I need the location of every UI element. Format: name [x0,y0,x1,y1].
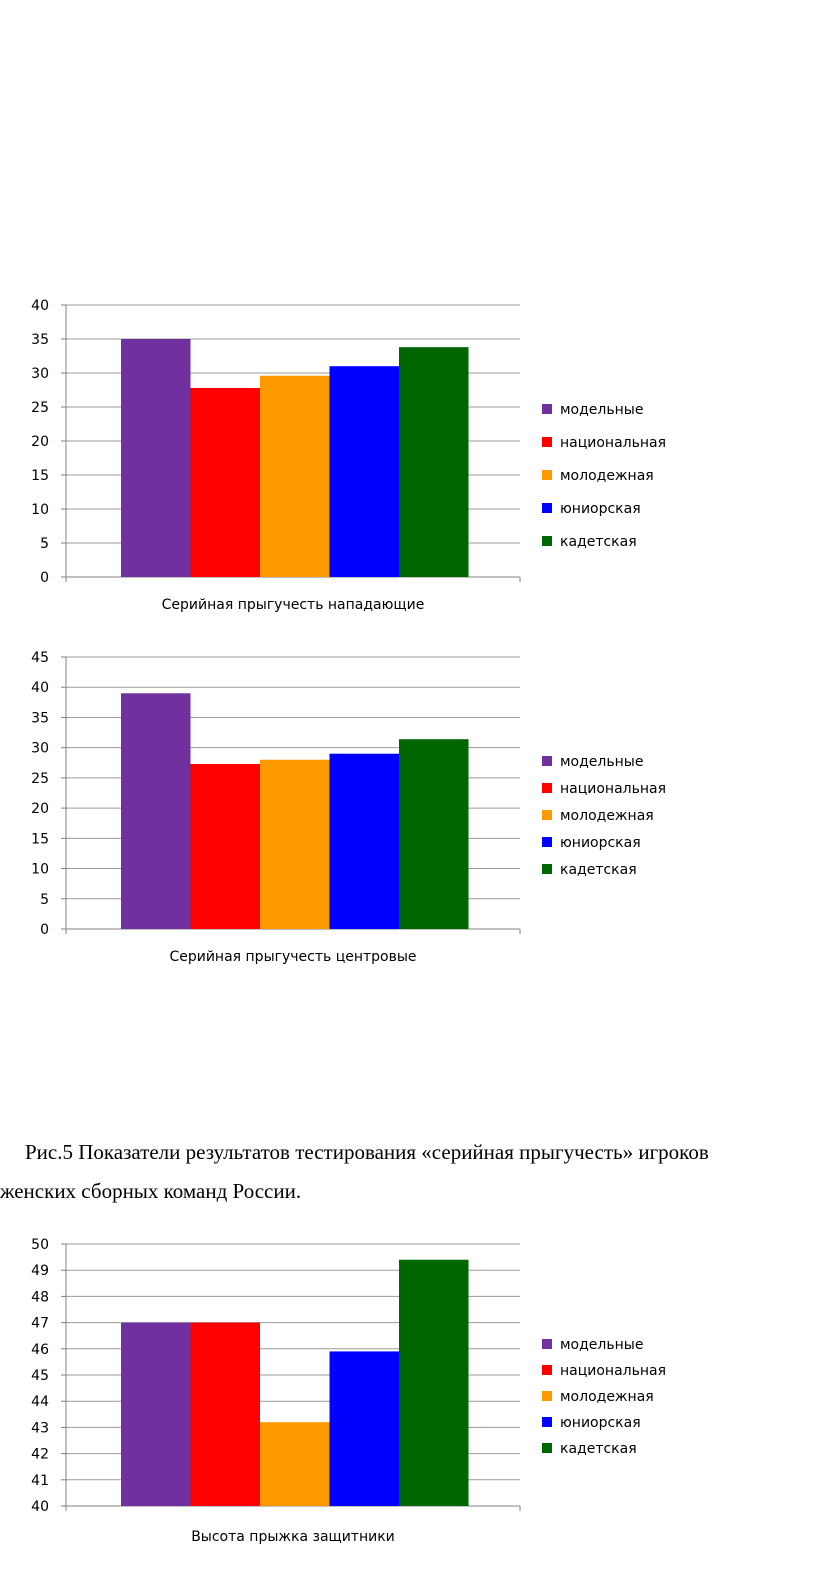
defenders-ytick-label: 47 [31,1316,49,1332]
centers-ytick-label: 25 [31,771,49,787]
defenders-legend-swatch [542,1391,552,1401]
defenders-bar-5 [399,1259,469,1506]
defenders-bar-4 [329,1351,399,1506]
centers-legend-swatch [542,756,552,766]
caption-line-1: Рис.5 Показатели результатов тестировани… [25,1140,709,1164]
defenders-ytick-label: 42 [31,1447,49,1463]
attackers-legend-label: юниорская [560,501,641,517]
centers-legend-swatch [542,864,552,874]
centers-ytick-label: 30 [31,741,49,757]
chart-attackers-svg: 0 5 10 15 20 25 30 35 40 Серийная прыгучесть напа… [31,298,666,613]
centers-ytick-label: 40 [31,680,49,696]
centers-ytick-label: 45 [31,650,49,666]
caption-line-2: женских сборных команд России. [0,1179,302,1203]
defenders-legend-swatch [542,1365,552,1375]
defenders-ytick-label: 43 [31,1420,49,1436]
centers-bar-5 [399,739,469,929]
centers-ytick-label: 5 [40,892,49,908]
attackers-legend-swatch [542,503,552,513]
attackers-legend-label: кадетская [560,534,637,550]
attackers-legend-swatch [542,536,552,546]
attackers-legend-label: модельные [560,402,643,418]
attackers-legend-swatch [542,404,552,414]
defenders-legend-label: юниорская [560,1415,641,1431]
attackers-bar-1 [121,339,191,577]
centers-ytick-label: 35 [31,710,49,726]
attackers-ytick-label: 0 [40,570,49,586]
centers-legend-label: национальная [560,781,666,797]
centers-x-axis-label: Серийная прыгучесть центровые [169,949,416,965]
defenders-ytick-label: 45 [31,1368,49,1384]
defenders-legend-swatch [542,1339,552,1349]
centers-legend-label: модельные [560,754,643,770]
attackers-legend-label: молодежная [560,468,654,484]
centers-bar-4 [329,753,399,929]
centers-legend-swatch [542,837,552,847]
defenders-legend-label: кадетская [560,1441,637,1457]
attackers-ytick-label: 25 [31,400,49,416]
attackers-ytick-label: 20 [31,434,49,450]
centers-legend-label: юниорская [560,835,641,851]
defenders-bar-3 [260,1422,330,1506]
defenders-legend-swatch [542,1417,552,1427]
chart-centers: 0 5 10 15 20 25 30 35 40 45 Серийная прыгучесть це… [0,642,816,982]
centers-legend-swatch [542,810,552,820]
defenders-ytick-label: 50 [31,1237,49,1253]
centers-ytick-label: 0 [40,922,49,938]
attackers-ytick-label: 35 [31,332,49,348]
defenders-ytick-label: 44 [31,1394,49,1410]
defenders-bar-2 [190,1322,260,1506]
attackers-bar-4 [329,366,399,577]
chart-defenders-svg: 40 41 42 43 44 45 46 47 48 49 50 Высота прыжка защи… [31,1237,666,1545]
defenders-legend-label: модельные [560,1337,643,1353]
defenders-legend-label: молодежная [560,1389,654,1405]
defenders-legend-swatch [542,1443,552,1453]
chart-defenders: 40 41 42 43 44 45 46 47 48 49 50 Высота прыжка защи… [0,1228,816,1569]
attackers-ytick-label: 15 [31,468,49,484]
attackers-legend-swatch [542,470,552,480]
centers-legend-label: молодежная [560,808,654,824]
centers-ytick-label: 20 [31,801,49,817]
defenders-x-axis-label: Высота прыжка защитники [191,1529,395,1545]
attackers-bar-3 [260,375,330,577]
centers-legend-label: кадетская [560,862,637,878]
centers-bar-1 [121,693,191,929]
centers-bar-3 [260,759,330,929]
centers-ytick-label: 15 [31,831,49,847]
figure-caption: Рис.5 Показатели результатов тестировани… [0,1133,816,1211]
attackers-ytick-label: 40 [31,298,49,314]
chart-centers-svg: 0 5 10 15 20 25 30 35 40 45 Серийная прыгучесть це… [31,650,666,965]
defenders-ytick-label: 40 [31,1499,49,1515]
defenders-ytick-label: 49 [31,1263,49,1279]
centers-bar-2 [190,763,260,929]
defenders-bar-1 [121,1322,191,1506]
attackers-x-axis-label: Серийная прыгучесть нападающие [162,597,425,613]
defenders-legend-label: национальная [560,1363,666,1379]
centers-legend-swatch [542,783,552,793]
attackers-ytick-label: 30 [31,366,49,382]
attackers-ytick-label: 10 [31,502,49,518]
attackers-bar-5 [399,347,469,577]
defenders-ytick-label: 46 [31,1342,49,1358]
defenders-ytick-label: 48 [31,1289,49,1305]
attackers-legend-label: национальная [560,435,666,451]
centers-ytick-label: 10 [31,862,49,878]
defenders-ytick-label: 41 [31,1473,49,1489]
chart-attackers: 0 5 10 15 20 25 30 35 40 Серийная прыгучесть напа… [0,290,816,630]
attackers-bar-2 [190,387,260,577]
attackers-ytick-label: 5 [40,536,49,552]
attackers-legend-swatch [542,437,552,447]
